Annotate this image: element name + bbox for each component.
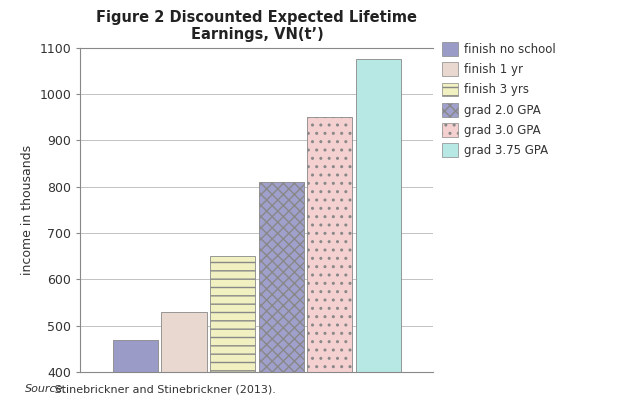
Bar: [162, 312, 207, 372]
Bar: [210, 256, 255, 372]
Y-axis label: income in thousands: income in thousands: [21, 145, 34, 275]
Text: Stinebrickner and Stinebrickner (2013).: Stinebrickner and Stinebrickner (2013).: [51, 384, 276, 394]
Title: Figure 2 Discounted Expected Lifetime
Earnings, VN(t’): Figure 2 Discounted Expected Lifetime Ea…: [97, 10, 417, 42]
Bar: [113, 340, 158, 372]
Text: Source:: Source:: [25, 384, 67, 394]
Bar: [307, 117, 352, 372]
Bar: [355, 59, 401, 372]
Legend: finish no school, finish 1 yr, finish 3 yrs, grad 2.0 GPA, grad 3.0 GPA, grad 3.: finish no school, finish 1 yr, finish 3 …: [440, 41, 557, 158]
Bar: [259, 182, 304, 372]
